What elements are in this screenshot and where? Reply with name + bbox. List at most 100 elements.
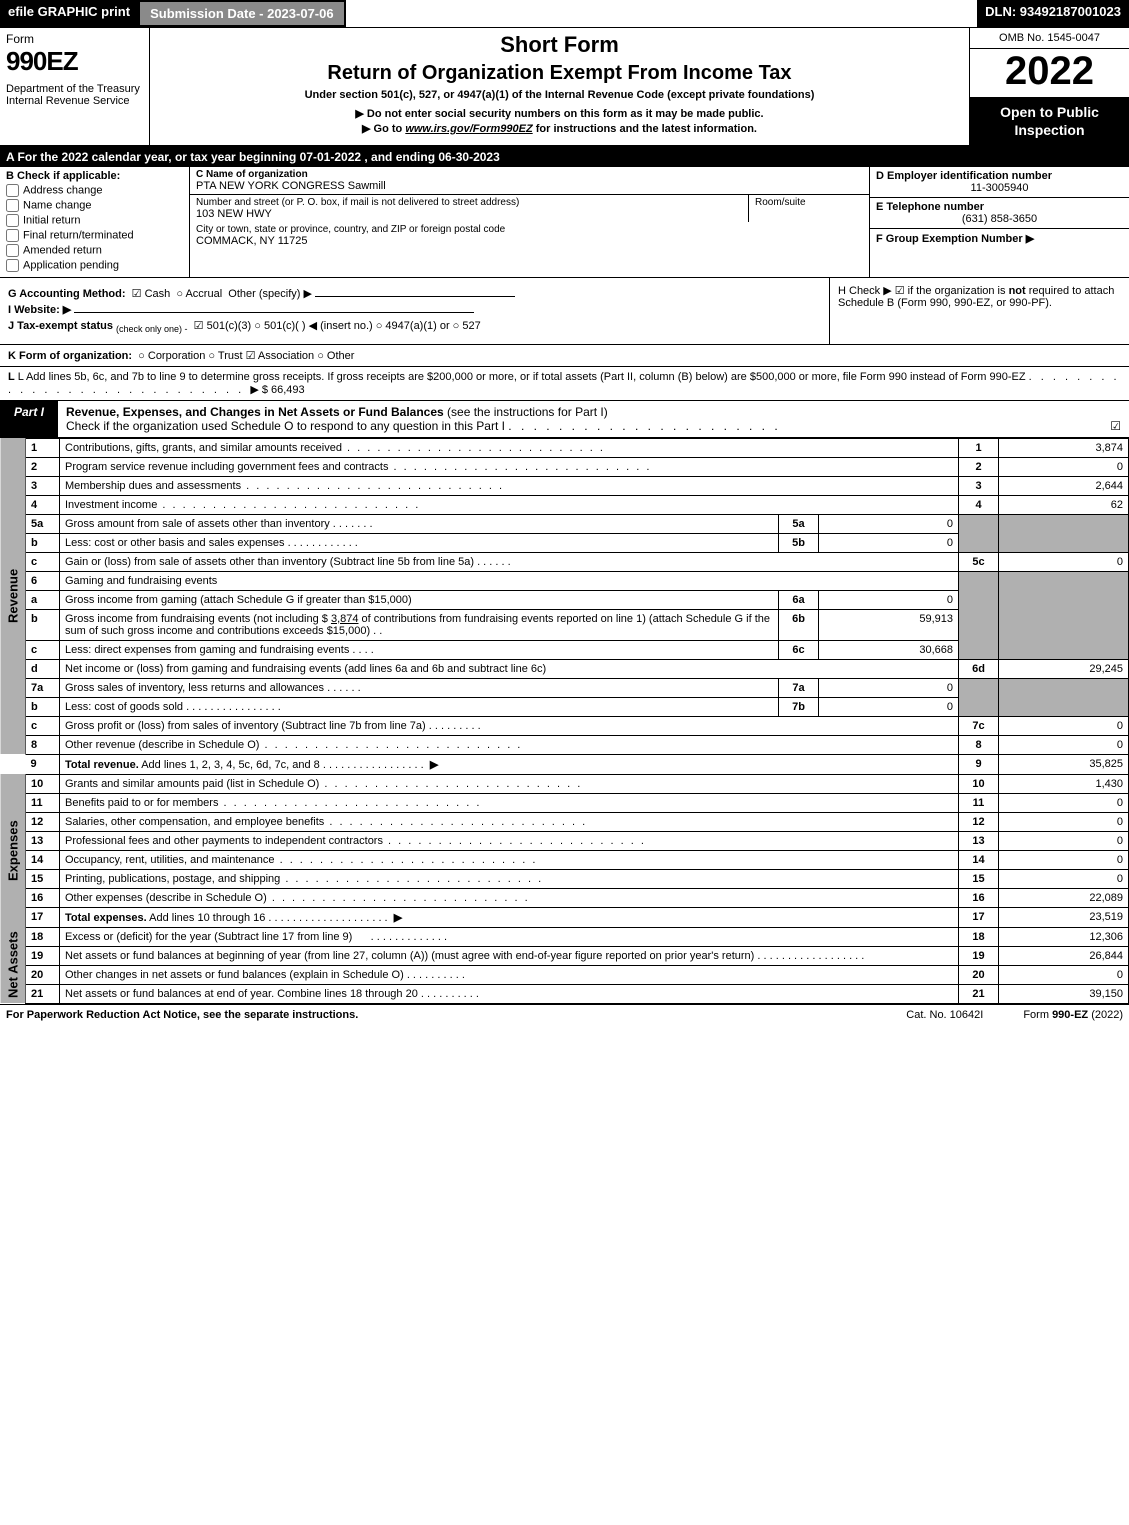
dept-treasury: Department of the Treasury [6,83,143,95]
chk-name-change[interactable]: Name change [6,199,183,212]
chk-initial-return[interactable]: Initial return [6,214,183,227]
section-def: D Employer identification number 11-3005… [869,167,1129,277]
l13-ln: 13 [959,831,999,850]
l14-num: 14 [26,850,60,869]
do-not-enter: ▶ Do not enter social security numbers o… [156,107,963,120]
footer-left: For Paperwork Reduction Act Notice, see … [6,1009,866,1021]
l10-amt: 1,430 [999,774,1129,793]
l-row: L L Add lines 5b, 6c, and 7b to line 9 t… [0,367,1129,401]
d-ein-label: D Employer identification number [876,170,1123,182]
c-name-label: C Name of organization [196,169,863,180]
k-row: K Form of organization: ○ Corporation ○ … [0,345,1129,367]
g-other-input[interactable] [315,296,515,297]
j-sub: (check only one) - [116,325,188,335]
l11-amt: 0 [999,793,1129,812]
chk-application-pending[interactable]: Application pending [6,259,183,272]
l6b-sv: 59,913 [819,609,959,640]
l5c-amt: 0 [999,552,1129,571]
l9-amt: 35,825 [999,754,1129,774]
l11-ln: 11 [959,793,999,812]
c-room-label: Room/suite [755,197,863,208]
l7c-desc: Gross profit or (loss) from sales of inv… [60,716,959,735]
line-6d: d Net income or (loss) from gaming and f… [0,659,1129,678]
l7b-desc: Less: cost of goods sold . . . . . . . .… [60,697,779,716]
l6a-sn: 6a [779,590,819,609]
chk-amended-return[interactable]: Amended return [6,244,183,257]
org-name: PTA NEW YORK CONGRESS Sawmill [196,180,863,192]
l10-num: 10 [26,774,60,793]
l15-amt: 0 [999,869,1129,888]
l5b-num: b [26,533,60,552]
l4-ln: 4 [959,495,999,514]
l15-ln: 15 [959,869,999,888]
l5c-ln: 5c [959,552,999,571]
footer: For Paperwork Reduction Act Notice, see … [0,1004,1129,1025]
form-number: 990EZ [6,46,143,77]
line-3: 3 Membership dues and assessments 3 2,64… [0,476,1129,495]
tax-year: 2022 [970,49,1129,97]
line-12: 12 Salaries, other compensation, and emp… [0,812,1129,831]
l12-desc: Salaries, other compensation, and employ… [60,812,959,831]
line-8: 8 Other revenue (describe in Schedule O)… [0,735,1129,754]
l18-num: 18 [26,927,60,946]
return-title: Return of Organization Exempt From Incom… [156,62,963,85]
line-7c: c Gross profit or (loss) from sales of i… [0,716,1129,735]
l1-num: 1 [26,438,60,457]
irs-link[interactable]: www.irs.gov/Form990EZ [405,123,532,135]
line-2: 2 Program service revenue including gove… [0,457,1129,476]
efile-print-button[interactable]: efile GRAPHIC print [0,0,138,27]
part1-checkbox[interactable]: ☑ [1110,419,1121,433]
line-17: 17 Total expenses. Add lines 10 through … [0,907,1129,927]
i-line: I Website: ▶ [8,303,821,316]
l5a-desc: Gross amount from sale of assets other t… [60,514,779,533]
j-label: J Tax-exempt status [8,320,113,332]
footer-form-bold: 990-EZ [1052,1009,1088,1021]
j-opts: ☑ 501(c)(3) ○ 501(c)( ) ◀ (insert no.) ○… [194,320,481,332]
l6a-num: a [26,590,60,609]
l14-amt: 0 [999,850,1129,869]
l7ab-greyamt [999,678,1129,716]
l6abc-greyamt [999,571,1129,659]
c-room-cell: Room/suite [749,195,869,222]
chk-final-return[interactable]: Final return/terminated [6,229,183,242]
l18-ln: 18 [959,927,999,946]
e-tel-cell: E Telephone number (631) 858-3650 [870,198,1129,229]
l16-desc: Other expenses (describe in Schedule O) [60,888,959,907]
k-opts: ○ Corporation ○ Trust ☑ Association ○ Ot… [138,350,354,362]
g-line: G Accounting Method: ☑ Cash ○ Accrual Ot… [8,287,821,300]
d-ein-cell: D Employer identification number 11-3005… [870,167,1129,198]
g-accrual: Accrual [185,288,222,300]
open-to-public: Open to Public Inspection [970,97,1129,145]
l20-num: 20 [26,965,60,984]
l21-amt: 39,150 [999,984,1129,1003]
l6d-num: d [26,659,60,678]
l7b-sn: 7b [779,697,819,716]
l6d-amt: 29,245 [999,659,1129,678]
l17-amt: 23,519 [999,907,1129,927]
ein-value: 11-3005940 [876,182,1123,194]
l6d-ln: 6d [959,659,999,678]
line-21: 21 Net assets or fund balances at end of… [0,984,1129,1003]
l2-amt: 0 [999,457,1129,476]
l5a-num: 5a [26,514,60,533]
l16-amt: 22,089 [999,888,1129,907]
l13-amt: 0 [999,831,1129,850]
l6b-sn: 6b [779,609,819,640]
l6c-sn: 6c [779,640,819,659]
l4-num: 4 [26,495,60,514]
l6c-desc: Less: direct expenses from gaming and fu… [60,640,779,659]
h-text1: H Check ▶ ☑ if the organization is [838,285,1009,297]
line-5a: 5a Gross amount from sale of assets othe… [0,514,1129,533]
c-street-cell: Number and street (or P. O. box, if mail… [190,195,749,222]
l7a-sn: 7a [779,678,819,697]
l9-desc: Total revenue. Add lines 1, 2, 3, 4, 5c,… [60,754,959,774]
chk-address-change[interactable]: Address change [6,184,183,197]
l7c-ln: 7c [959,716,999,735]
l8-num: 8 [26,735,60,754]
website-input[interactable] [74,312,474,313]
line-5c: c Gain or (loss) from sale of assets oth… [0,552,1129,571]
l6b-desc: Gross income from fundraising events (no… [60,609,779,640]
l10-ln: 10 [959,774,999,793]
l14-ln: 14 [959,850,999,869]
i-label: I Website: ▶ [8,304,71,316]
